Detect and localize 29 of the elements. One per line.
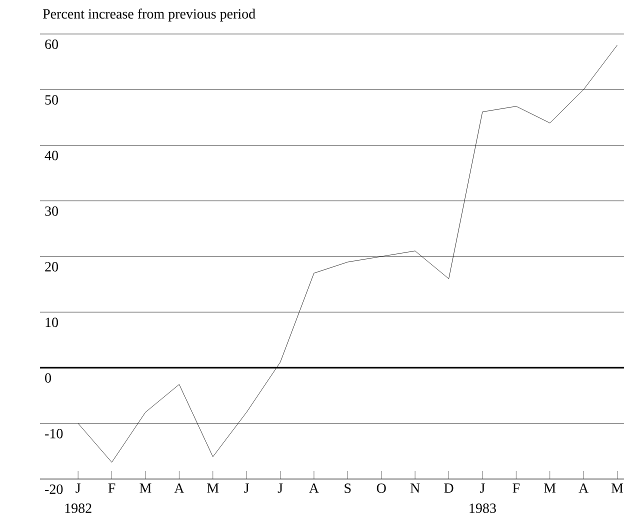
- x-tick-label: D: [444, 484, 454, 493]
- y-tick-label: 20: [45, 262, 58, 272]
- y-tick-label: 30: [45, 206, 58, 216]
- x-tick-label: F: [108, 484, 116, 493]
- x-tick-label: M: [611, 484, 624, 493]
- x-tick-label: N: [410, 484, 420, 493]
- x-tick-label: J: [76, 484, 81, 493]
- y-tick-label: 60: [45, 40, 58, 49]
- x-tick-label: O: [376, 484, 386, 493]
- x-tick-label: A: [578, 484, 589, 493]
- x-tick-label: A: [309, 484, 319, 493]
- x-tick-label: F: [512, 484, 520, 493]
- x-tick-label: J: [278, 484, 283, 493]
- y-tick-label: 0: [45, 373, 51, 383]
- y-tick-label: 50: [45, 95, 58, 105]
- y-axis-title: Percent increase from previous period: [42, 8, 256, 22]
- text: 1982: [65, 504, 92, 513]
- y-tick-label: -20: [45, 484, 63, 494]
- text: 1983: [470, 504, 496, 513]
- x-tick-label: A: [174, 484, 184, 493]
- y-tick-label: 10: [46, 318, 58, 328]
- x-tick-label: J: [480, 484, 485, 493]
- x-tick-label: M: [140, 484, 152, 493]
- x-tick-label: J: [244, 484, 250, 493]
- y-tick-label: -10: [45, 428, 63, 438]
- x-tick-label: S: [344, 484, 351, 493]
- x-tick-label: M: [207, 484, 219, 493]
- x-tick-label: M: [544, 484, 556, 493]
- y-tick-label: 40: [44, 150, 58, 160]
